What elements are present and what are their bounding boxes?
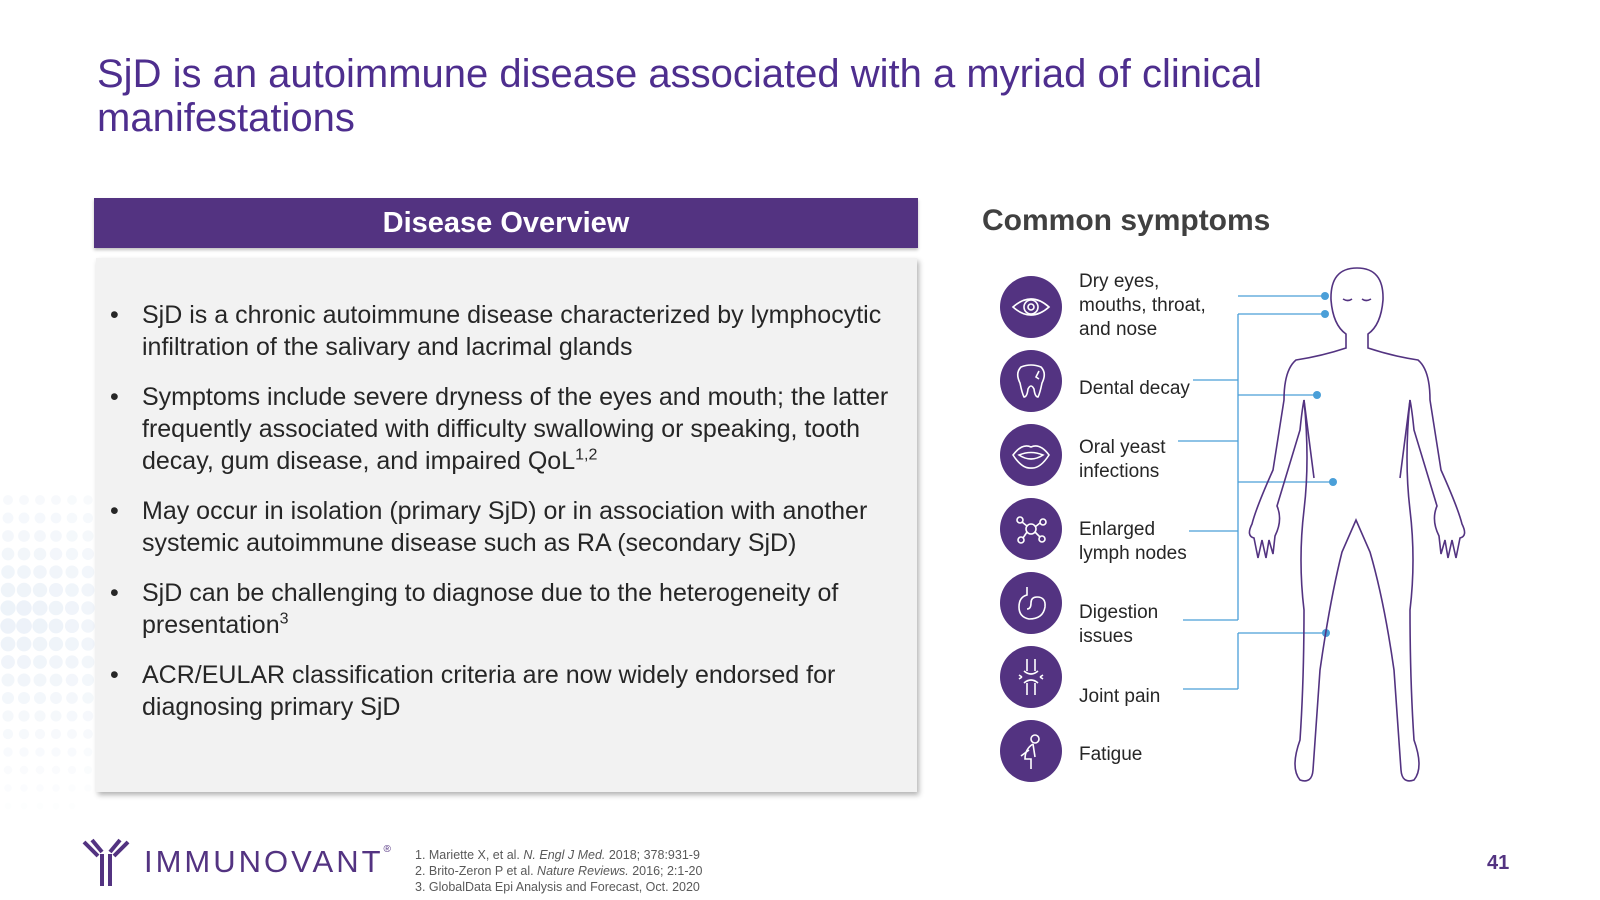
fatigue-icon [1000,720,1062,782]
symptom-label-joint-pain: Joint pain [1079,686,1161,707]
symptom-label-dry-eyes: Dry eyes, mouths, throat, and nose [1079,271,1206,340]
bullet-marker: • [110,301,119,329]
logo-text: IMMUNOVANT® [144,844,391,879]
overview-bullet: • SjD can be challenging to diagnose due … [110,579,839,639]
symptom-label-digestion: Digestion issues [1079,602,1159,647]
page-number: 41 [1487,852,1510,874]
bullet-marker: • [110,497,119,525]
reference-item: 3. GlobalData Epi Analysis and Forecast,… [415,880,700,894]
symptom-label-oral-yeast: Oral yeast infections [1079,437,1166,482]
reference-item: 1. Mariette X, et al. N. Engl J Med. 201… [415,848,700,862]
overview-bullet-list: • SjD is a chronic autoimmune disease cha… [96,258,917,723]
lymph-node-icon [1000,498,1062,560]
overview-bullet: • May occur in isolation (primary SjD) or… [110,497,868,557]
disease-overview-panel: • SjD is a chronic autoimmune disease cha… [96,258,917,792]
symptom-label-dental-decay: Dental decay [1079,378,1190,399]
symptom-label-lymph-nodes: Enlarged lymph nodes [1079,519,1187,564]
joint-icon [1000,646,1062,708]
bullet-marker: • [110,661,119,689]
disease-overview-header: Disease Overview [94,198,918,248]
mouth-icon [1000,424,1062,486]
immunovant-logo-mark [82,838,130,886]
common-symptoms-title: Common symptoms [982,204,1271,237]
stomach-icon [1000,572,1062,634]
overview-bullet: • SjD is a chronic autoimmune disease cha… [110,301,882,361]
citation-superscript: 3 [279,610,289,628]
eye-icon [1000,276,1062,338]
bullet-marker: • [110,579,119,607]
page-title: SjD is an autoimmune disease associated … [97,52,1262,140]
overview-bullet: • ACR/EULAR classification criteria are n… [110,661,836,721]
tooth-icon [1000,350,1062,412]
citation-superscript: 1,2 [575,446,598,464]
references: 1. Mariette X, et al. N. Engl J Med. 201… [415,847,702,895]
bullet-marker: • [110,383,119,411]
symptom-label-fatigue: Fatigue [1079,744,1143,765]
overview-bullet: • Symptoms include severe dryness of the … [110,383,889,475]
immunovant-logo: IMMUNOVANT® [80,836,391,888]
reference-item: 2. Brito-Zeron P et al. Nature Reviews. … [415,864,703,878]
